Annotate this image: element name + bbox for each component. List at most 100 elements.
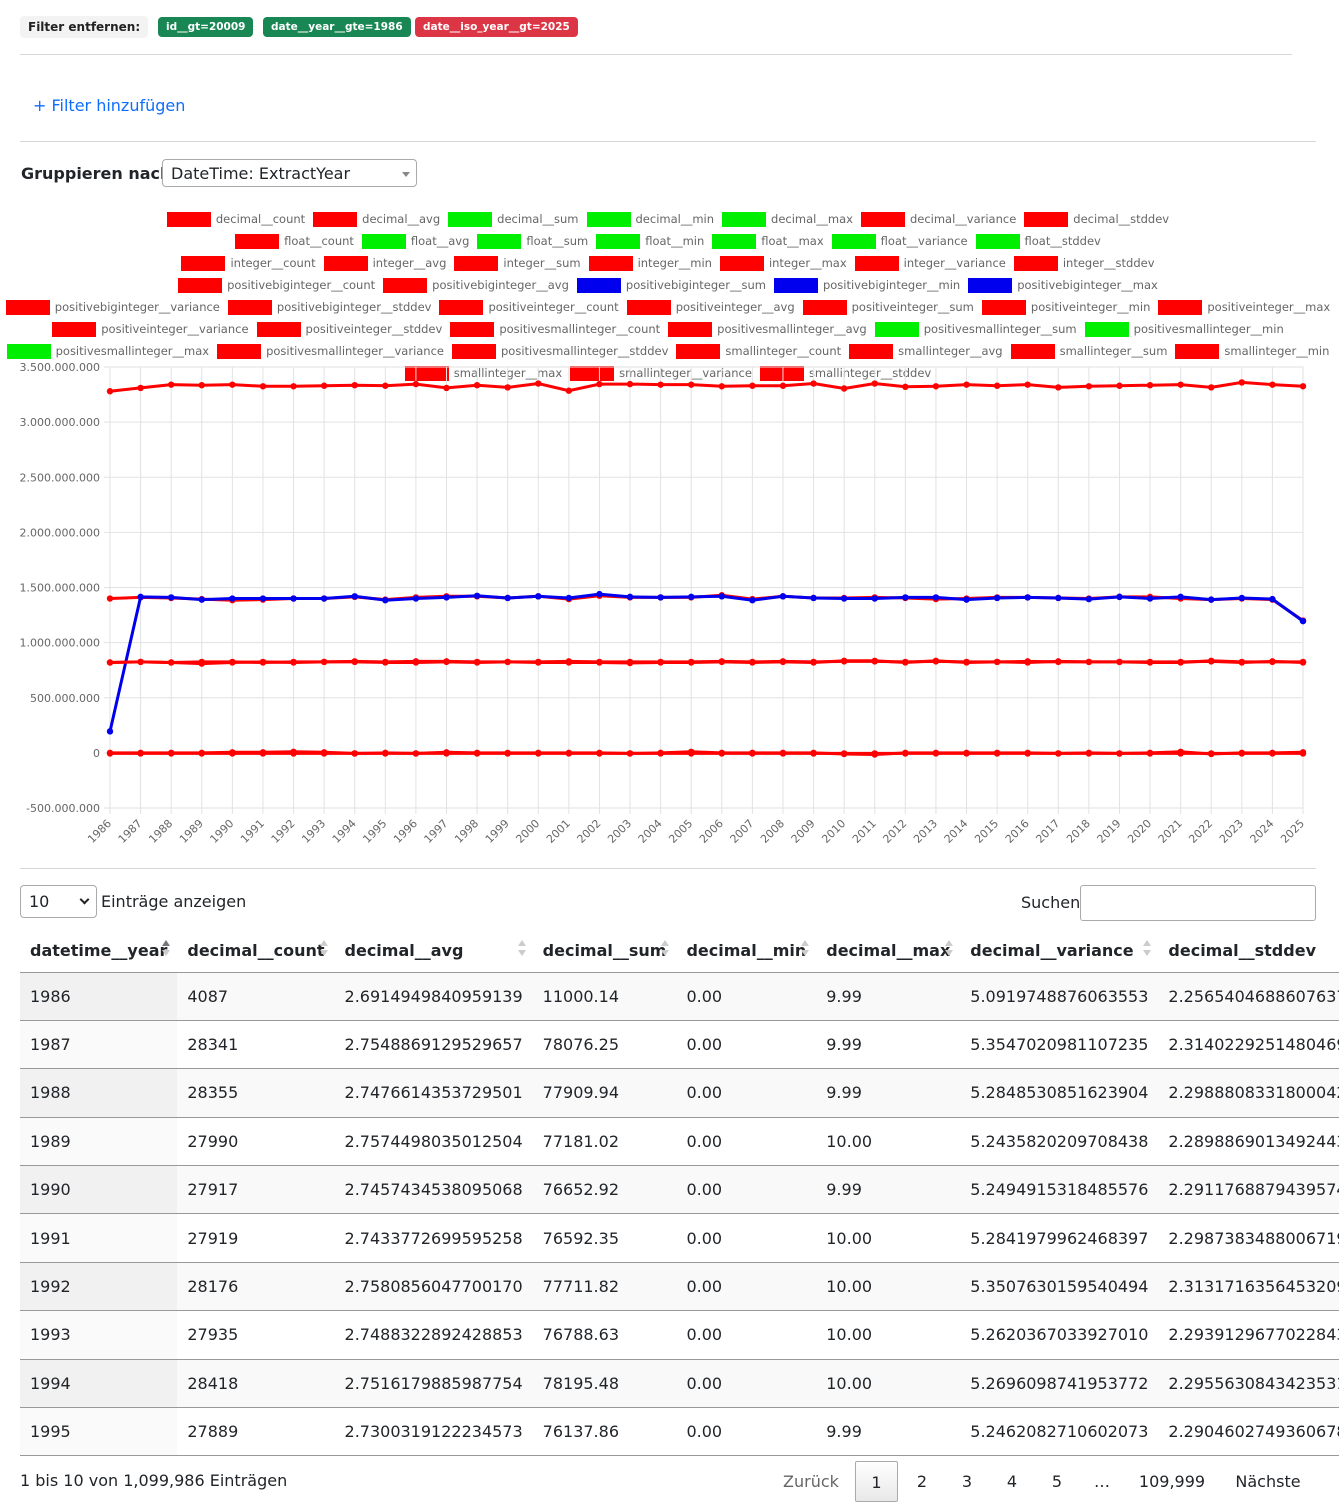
legend-item-positiveinteger-sum[interactable]: positiveinteger__sum: [802, 299, 974, 315]
legend-label: smallinteger__sum: [1059, 344, 1168, 358]
legend-item-float-sum[interactable]: float__sum: [477, 233, 588, 249]
filter-badge-id-gt[interactable]: id__gt=20009: [158, 17, 254, 37]
legend-item-positivesmallinteger-stddev[interactable]: positivesmallinteger__stddev: [452, 343, 668, 359]
legend-item-positivebiginteger-avg[interactable]: positivebiginteger__avg: [383, 277, 569, 293]
legend-item-float-stddev[interactable]: float__stddev: [975, 233, 1101, 249]
legend-item-decimal-sum[interactable]: decimal__sum: [448, 211, 579, 227]
legend-item-positiveinteger-count[interactable]: positiveinteger__count: [439, 299, 619, 315]
data-point: [1208, 596, 1215, 603]
data-point: [1146, 659, 1154, 666]
table-cell-decimal-min: 0.00: [676, 1165, 817, 1215]
legend-item-integer-max[interactable]: integer__max: [719, 255, 847, 271]
legend-swatch: [454, 255, 499, 271]
legend-item-smallinteger-stddev[interactable]: smallinteger__stddev: [759, 365, 931, 381]
add-filter-link[interactable]: + Filter hinzufügen: [33, 96, 186, 115]
legend-item-positivebiginteger-max[interactable]: positivebiginteger__max: [968, 277, 1158, 293]
legend-item-smallinteger-variance[interactable]: smallinteger__variance: [570, 365, 752, 381]
col-header-decimal-variance[interactable]: decimal__variance: [960, 930, 1159, 973]
legend-item-decimal-max[interactable]: decimal__max: [722, 211, 853, 227]
x-tick-label: 2010: [819, 817, 848, 846]
legend-item-positiveinteger-avg[interactable]: positiveinteger__avg: [626, 299, 795, 315]
col-header-decimal-min[interactable]: decimal__min: [676, 930, 817, 973]
legend-item-positivesmallinteger-count[interactable]: positivesmallinteger__count: [450, 321, 660, 337]
data-point: [320, 382, 328, 389]
pagination-page-1[interactable]: 1: [855, 1461, 898, 1502]
table-row: 1989 27990 2.7574498035012504 77181.02 0.00 1…: [20, 1117, 1339, 1167]
filter-badge-date-year-gte[interactable]: date__year__gte=1986: [263, 17, 411, 37]
pagination-page-last[interactable]: 109,999: [1138, 1472, 1206, 1491]
col-header-label: decimal__min: [686, 941, 807, 961]
legend-item-float-avg[interactable]: float__avg: [361, 233, 469, 249]
data-point: [290, 750, 297, 757]
legend-item-positiveinteger-stddev[interactable]: positiveinteger__stddev: [256, 321, 442, 337]
col-header-decimal-sum[interactable]: decimal__sum: [532, 930, 677, 973]
pagination-prev[interactable]: Zurück: [783, 1472, 839, 1491]
legend-label: positivebiginteger__min: [822, 278, 961, 292]
series-line: [109, 380, 1304, 393]
legend-item-smallinteger-avg[interactable]: smallinteger__avg: [849, 343, 1003, 359]
legend-item-float-max[interactable]: float__max: [712, 233, 824, 249]
legend-item-positivesmallinteger-sum[interactable]: positivesmallinteger__sum: [874, 321, 1077, 337]
legend-item-decimal-avg[interactable]: decimal__avg: [313, 211, 440, 227]
legend-item-decimal-stddev[interactable]: decimal__stddev: [1024, 211, 1169, 227]
pagination-page-2[interactable]: 2: [916, 1472, 928, 1491]
legend-item-integer-variance[interactable]: integer__variance: [854, 255, 1006, 271]
legend-swatch: [576, 277, 621, 293]
legend-item-positiveinteger-variance[interactable]: positiveinteger__variance: [52, 321, 249, 337]
pagination-page-5[interactable]: 5: [1051, 1472, 1063, 1491]
pagination-page-4[interactable]: 4: [1006, 1472, 1018, 1491]
legend-item-decimal-min[interactable]: decimal__min: [586, 211, 714, 227]
legend-swatch: [52, 321, 97, 337]
legend-item-positivesmallinteger-min[interactable]: positivesmallinteger__min: [1084, 321, 1284, 337]
legend-item-float-variance[interactable]: float__variance: [831, 233, 968, 249]
legend-item-positivesmallinteger-variance[interactable]: positivesmallinteger__variance: [217, 343, 444, 359]
filter-badge-date-iso-year-gt[interactable]: date__iso_year__gt=2025: [415, 17, 578, 37]
col-header-datetime-year[interactable]: datetime__year: [20, 930, 178, 973]
legend-item-float-min[interactable]: float__min: [596, 233, 704, 249]
search-input[interactable]: [1080, 885, 1316, 921]
x-tick-label: 2019: [1095, 817, 1124, 846]
legend-item-smallinteger-min[interactable]: smallinteger__min: [1175, 343, 1329, 359]
pagination-page-3[interactable]: 3: [961, 1472, 973, 1491]
col-header-decimal-stddev[interactable]: decimal__stddev: [1158, 930, 1339, 973]
page-length-select[interactable]: 10: [20, 885, 97, 918]
legend-item-integer-avg[interactable]: integer__avg: [323, 255, 447, 271]
legend-item-positiveinteger-max[interactable]: positiveinteger__max: [1158, 299, 1330, 315]
legend-item-smallinteger-sum[interactable]: smallinteger__sum: [1010, 343, 1168, 359]
table-row: 1988 28355 2.7476614353729501 77909.94 0.00 9…: [20, 1068, 1339, 1118]
data-point: [137, 593, 144, 601]
col-header-decimal-avg[interactable]: decimal__avg: [334, 930, 533, 973]
legend-item-positivebiginteger-stddev[interactable]: positivebiginteger__stddev: [227, 299, 431, 315]
legend-item-integer-stddev[interactable]: integer__stddev: [1013, 255, 1155, 271]
col-header-decimal-max[interactable]: decimal__max: [816, 930, 961, 973]
data-point: [1177, 381, 1184, 388]
legend-item-smallinteger-count[interactable]: smallinteger__count: [676, 343, 841, 359]
legend-swatch: [1158, 299, 1203, 315]
y-tick-label: 0: [93, 747, 100, 760]
pagination-next[interactable]: Nächste: [1235, 1472, 1301, 1491]
data-point: [779, 593, 787, 600]
legend-swatch: [1024, 211, 1069, 227]
data-point: [718, 750, 725, 757]
legend-item-positivesmallinteger-avg[interactable]: positivesmallinteger__avg: [668, 321, 867, 337]
table-cell-decimal-min: 0.00: [676, 1359, 817, 1409]
legend-label: integer__avg: [372, 256, 447, 270]
table-cell-decimal-sum: 76652.92: [532, 1165, 677, 1215]
legend-item-positivebiginteger-min[interactable]: positivebiginteger__min: [773, 277, 961, 293]
table-row: 1987 28341 2.7548869129529657 78076.25 0.00 9…: [20, 1020, 1339, 1070]
legend-item-float-count[interactable]: float__count: [235, 233, 354, 249]
legend-item-integer-min[interactable]: integer__min: [588, 255, 712, 271]
legend-item-positivebiginteger-variance[interactable]: positivebiginteger__variance: [5, 299, 220, 315]
legend-item-decimal-count[interactable]: decimal__count: [166, 211, 305, 227]
legend-item-positivebiginteger-sum[interactable]: positivebiginteger__sum: [576, 277, 766, 293]
legend-item-decimal-variance[interactable]: decimal__variance: [860, 211, 1016, 227]
legend-item-integer-count[interactable]: integer__count: [181, 255, 316, 271]
legend-item-positiveinteger-min[interactable]: positiveinteger__min: [981, 299, 1150, 315]
legend-item-positivesmallinteger-max[interactable]: positivesmallinteger__max: [6, 343, 209, 359]
col-header-decimal-count[interactable]: decimal__count: [177, 930, 335, 973]
caret-down-icon: [402, 172, 410, 177]
group-by-select[interactable]: DateTime: ExtractYear: [162, 159, 417, 187]
legend-item-integer-sum[interactable]: integer__sum: [454, 255, 581, 271]
legend-item-positivebiginteger-count[interactable]: positivebiginteger__count: [178, 277, 375, 293]
col-header-label: decimal__avg: [344, 941, 464, 961]
